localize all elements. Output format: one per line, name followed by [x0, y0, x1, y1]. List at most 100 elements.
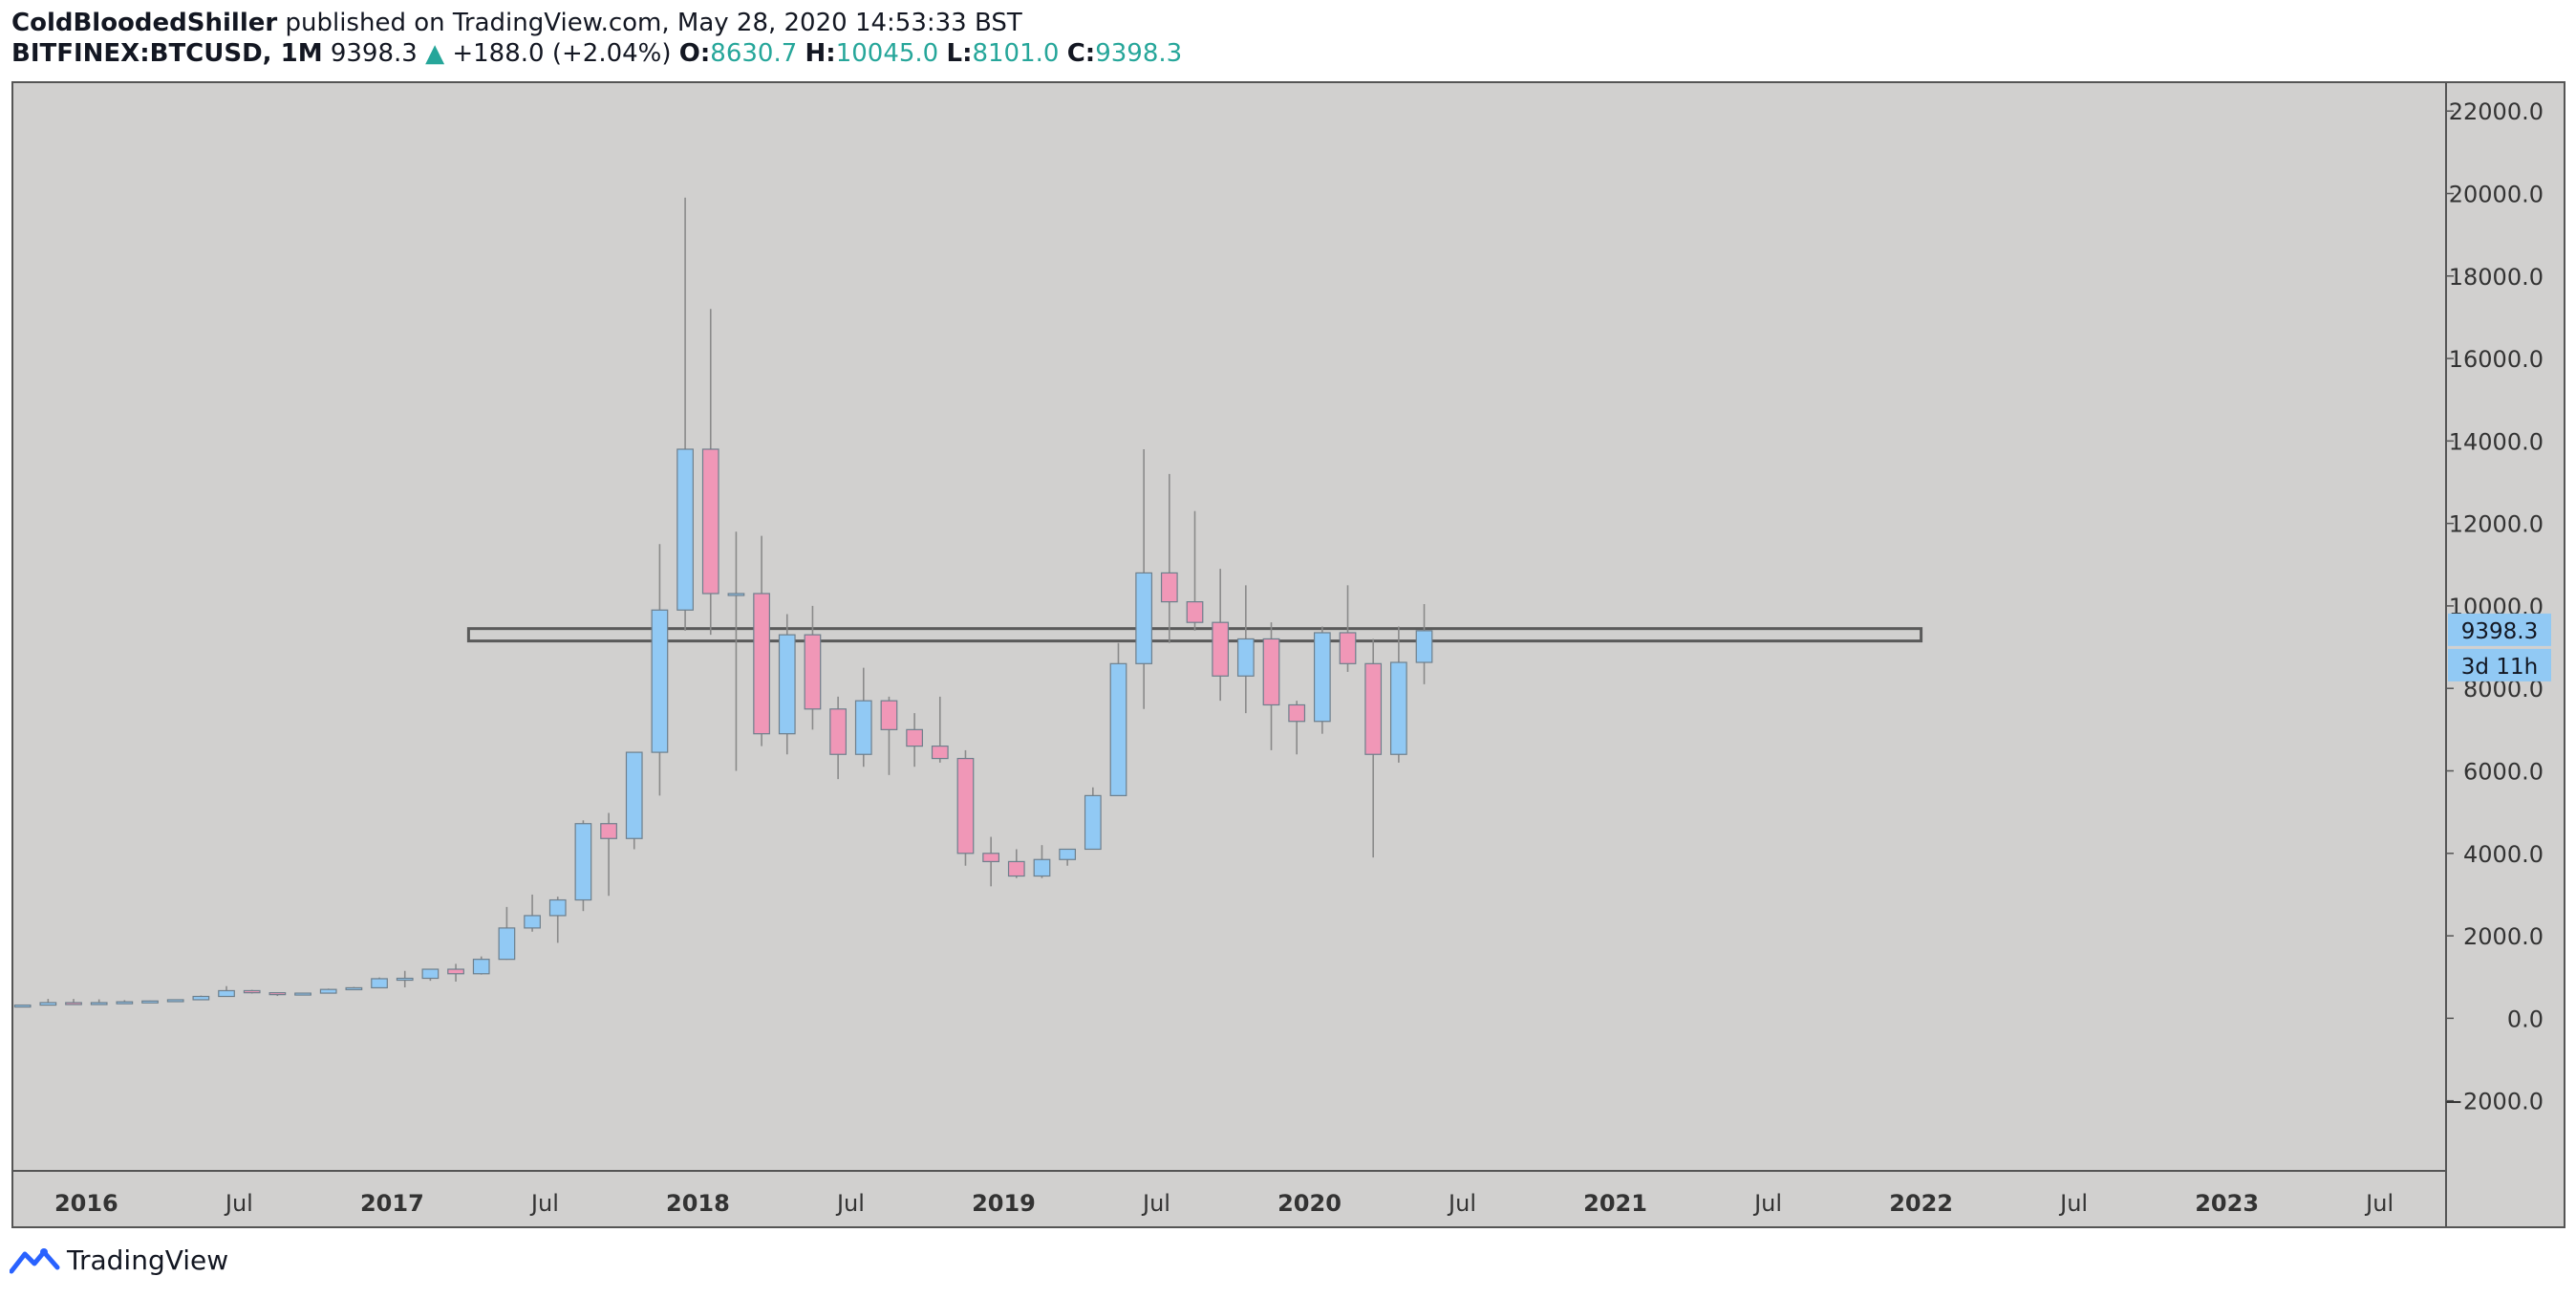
candle-up — [116, 1001, 134, 1005]
candle-up — [421, 968, 440, 980]
tradingview-brand: TradingView — [67, 1244, 229, 1276]
last-price-label-bg — [2448, 613, 2551, 646]
publish-info: ColdBloodedShiller published on TradingV… — [11, 8, 1022, 38]
candle-down — [906, 728, 923, 747]
candle-down — [931, 746, 949, 760]
x-tick-label: 2022 — [1889, 1190, 1953, 1217]
x-tick-label: 2017 — [360, 1190, 424, 1217]
x-tick-label: 2021 — [1583, 1190, 1647, 1217]
plot-area — [12, 82, 2446, 1171]
candle-up — [778, 634, 796, 735]
candle-down — [829, 708, 847, 755]
candle-down — [982, 853, 1000, 863]
candle-down — [1288, 703, 1306, 723]
candle-down — [1364, 662, 1383, 755]
candle-down — [65, 1002, 82, 1006]
x-tick-label: Jul — [529, 1190, 559, 1217]
candle-up — [371, 978, 388, 989]
candle-up — [548, 898, 567, 917]
candle-down — [804, 634, 822, 710]
candle-down — [1262, 638, 1280, 706]
x-tick-label: 2020 — [1277, 1190, 1342, 1217]
symbol-label[interactable]: BITFINEX:BTCUSD, 1M — [11, 39, 323, 68]
candle-up — [1236, 638, 1255, 677]
candle-up — [90, 1002, 108, 1006]
x-tick-label: 2016 — [54, 1190, 118, 1217]
open-value: 8630.7 — [710, 39, 798, 68]
candle-up — [141, 1000, 159, 1004]
candle-up — [498, 927, 516, 961]
x-tick-label: Jul — [1752, 1190, 1782, 1217]
y-tick-label: 2000.0 — [2463, 923, 2544, 950]
candle-down — [1339, 632, 1357, 664]
candle-down — [600, 823, 617, 839]
y-tick-label: 16000.0 — [2449, 346, 2544, 373]
candle-up — [625, 751, 643, 839]
candle-up — [1084, 794, 1102, 851]
x-tick-label: 2023 — [2195, 1190, 2259, 1217]
candle-up — [727, 593, 745, 596]
candle-up — [345, 986, 363, 991]
close-value: 9398.3 — [1095, 39, 1183, 68]
candle-up — [676, 448, 694, 611]
candle-down — [753, 593, 770, 735]
candle-up — [396, 977, 414, 982]
x-tick-label: 2018 — [666, 1190, 730, 1217]
candle-down — [1007, 860, 1025, 877]
candle-up — [574, 823, 592, 901]
candle-up — [1135, 572, 1153, 664]
chart-frame — [11, 81, 2565, 1228]
x-tick-label: Jul — [1447, 1190, 1476, 1217]
high-value: 10045.0 — [835, 39, 939, 68]
y-tick-label: 4000.0 — [2463, 841, 2544, 868]
countdown-label: 3d 11h — [2461, 655, 2538, 680]
candle-up — [524, 915, 541, 929]
candle-down — [1186, 601, 1204, 623]
candle-down — [1160, 572, 1178, 603]
y-tick-label: 6000.0 — [2463, 759, 2544, 786]
candle-up — [651, 609, 669, 753]
candle-up — [319, 988, 337, 994]
candle-up — [1415, 630, 1433, 663]
time-axis-area — [12, 1171, 2446, 1227]
x-tick-label: 2019 — [972, 1190, 1036, 1217]
up-arrow-icon: ▲ — [425, 39, 445, 68]
tradingview-icon — [10, 1247, 60, 1273]
y-tick-label: −2000.0 — [2444, 1089, 2544, 1115]
candle-up — [1389, 661, 1407, 755]
y-tick-label: 12000.0 — [2449, 511, 2544, 538]
candle-down — [243, 989, 261, 994]
x-tick-label: Jul — [1141, 1190, 1170, 1217]
candle-up — [1059, 848, 1077, 860]
low-label: L: — [946, 39, 973, 68]
candle-up — [1033, 858, 1051, 877]
close-label: C: — [1066, 39, 1096, 68]
x-tick-label: Jul — [2364, 1190, 2394, 1217]
y-tick-label: 18000.0 — [2449, 264, 2544, 291]
x-tick-label: Jul — [224, 1190, 253, 1217]
candle-up — [218, 989, 235, 998]
candle-down — [956, 757, 975, 855]
candle-up — [13, 1004, 32, 1008]
candle-up — [1109, 662, 1127, 796]
last-price-label: 9398.3 — [2461, 619, 2538, 644]
low-value: 8101.0 — [972, 39, 1060, 68]
published-text: published on TradingView.com, May 28, 20… — [285, 9, 1022, 37]
candle-down — [880, 700, 898, 730]
high-label: H: — [805, 39, 836, 68]
change-value: +188.0 (+2.04%) — [452, 39, 672, 68]
candle-down — [1212, 621, 1230, 677]
candle-up — [1313, 632, 1331, 723]
candle-up — [854, 700, 872, 755]
last-price: 9398.3 — [330, 39, 418, 68]
y-tick-label: 20000.0 — [2449, 181, 2544, 207]
x-tick-label: Jul — [835, 1190, 865, 1217]
tradingview-logo[interactable]: TradingView — [10, 1244, 228, 1276]
candle-down — [701, 448, 719, 595]
ohlc-legend: BITFINEX:BTCUSD, 1M 9398.3 ▲ +188.0 (+2.… — [11, 38, 1182, 69]
author-name[interactable]: ColdBloodedShiller — [11, 9, 278, 37]
candle-up — [39, 1002, 57, 1006]
candle-up — [192, 995, 210, 1001]
candle-down — [447, 968, 464, 975]
